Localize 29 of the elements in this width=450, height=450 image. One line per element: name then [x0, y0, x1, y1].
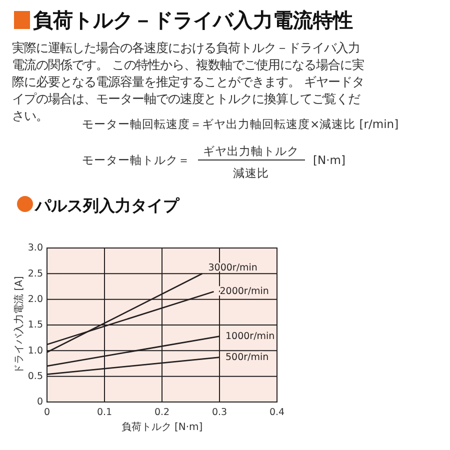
- y-tick-label: 0: [36, 396, 43, 408]
- text: さい。: [12, 109, 48, 123]
- x-tick-label: 0.1: [96, 407, 112, 418]
- series-label: 500r/min: [226, 352, 269, 363]
- x-tick-label: 0.2: [154, 407, 170, 418]
- y-tick-label: 3.0: [28, 242, 43, 254]
- x-axis-title: 負荷トルク [N·m]: [121, 421, 203, 433]
- y-tick-label: 1.0: [28, 345, 43, 356]
- series-label: 2000r/min: [220, 286, 269, 298]
- text: [N·m]: [313, 153, 346, 167]
- text: 実際に運転した場合の各速度における負荷トルク－ドライバ入力: [12, 41, 360, 55]
- y-tick-label: 1.5: [28, 320, 43, 331]
- x-tick-label: 0.4: [269, 407, 285, 418]
- chart-title: 負荷トルク－ドライバ入力電流特性: [33, 8, 353, 32]
- text: モーター軸トルク＝: [82, 153, 190, 167]
- y-tick-label: 0.5: [28, 370, 43, 382]
- x-tick-label: 0: [44, 407, 50, 418]
- text: イプの場合は、モーター軸での速度とトルクに換算してご覧くだ: [12, 92, 360, 106]
- series-label: 1000r/min: [226, 330, 275, 342]
- y-tick-label: 2.0: [28, 294, 43, 305]
- text: 電流の関係です。 この特性から、複数軸でご使用になる場合に実: [12, 58, 364, 72]
- text: 減速比: [233, 166, 269, 180]
- chart-subtitle: パルス列入力タイプ: [34, 196, 180, 215]
- text: ギヤ出力軸トルク: [203, 144, 299, 158]
- x-tick-label: 0.3: [212, 407, 228, 418]
- y-axis-title: ドライバ入力電流 [A]: [13, 276, 25, 374]
- y-tick-label: 2.5: [28, 268, 43, 280]
- text: モーター軸回転速度＝ギヤ出力軸回転速度×減速比 [r/min]: [82, 117, 399, 131]
- text: 際に必要となる電源容量を推定することができます。 ギヤードタ: [12, 75, 364, 89]
